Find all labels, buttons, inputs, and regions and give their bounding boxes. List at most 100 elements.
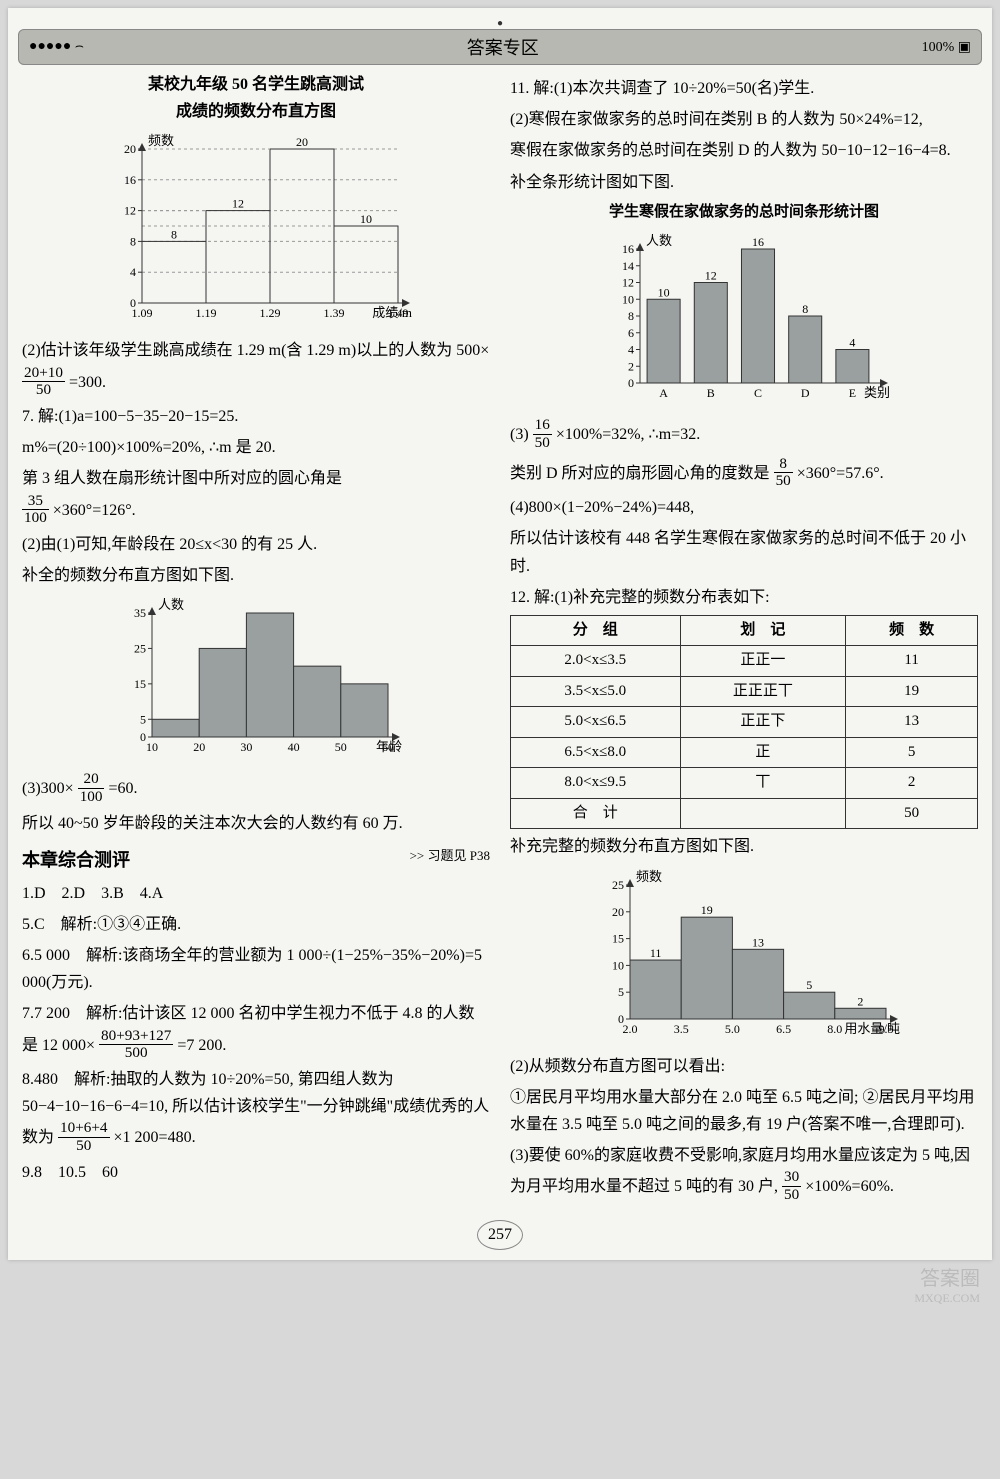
q11-g: (4)800×(1−20%−24%)=448, (510, 494, 978, 521)
svg-text:6.5: 6.5 (776, 1022, 791, 1036)
svg-text:16: 16 (124, 173, 136, 187)
a7: 7.7 200 解析:估计该区 12 000 名初中学生视力不低于 4.8 的人… (22, 1000, 490, 1062)
statusbar-title: 答案专区 (467, 34, 539, 60)
frequency-table: 分 组划 记频 数2.0<x≤3.5正正一113.5<x≤5.0正正正丅195.… (510, 615, 978, 830)
chart1-title: 某校九年级 50 名学生跳高测试 成绩的频数分布直方图 (22, 71, 490, 125)
right-column: 11. 解:(1)本次共调查了 10÷20%=50(名)学生. (2)寒假在家做… (510, 71, 978, 1208)
svg-text:8: 8 (802, 302, 808, 316)
svg-text:人数: 人数 (158, 597, 184, 612)
svg-text:8: 8 (628, 309, 634, 323)
q7-line-g: 所以 40~50 岁年龄段的关注本次大会的人数约有 60 万. (22, 810, 490, 837)
svg-text:16: 16 (622, 242, 634, 256)
svg-text:C: C (754, 386, 762, 400)
svg-text:4: 4 (130, 266, 136, 280)
svg-text:2.0: 2.0 (623, 1022, 638, 1036)
q12-d: ①居民月平均用水量大部分在 2.0 吨至 6.5 吨之间; ②居民月平均用水量在… (510, 1084, 978, 1138)
q11-e: (3) 1650 ×100%=32%, ∴m=32. (510, 417, 978, 451)
svg-text:16: 16 (752, 235, 764, 249)
section-heading: 本章综合测评 (22, 850, 130, 870)
q12-e: (3)要使 60%的家庭收费不受影响,家庭月均用水量应该定为 5 吨,因为月平均… (510, 1142, 978, 1204)
svg-text:2: 2 (857, 994, 863, 1008)
a8: 8.480 解析:抽取的人数为 10÷20%=50, 第四组人数为 50−4−1… (22, 1066, 490, 1155)
binding-dot: ● (18, 18, 982, 29)
svg-text:A: A (659, 386, 668, 400)
svg-text:12: 12 (705, 269, 717, 283)
chart1-histogram: 04812162081220101.091.191.291.391.49频数成绩… (96, 131, 416, 331)
a5: 5.C 解析:①③④正确. (22, 911, 490, 938)
svg-text:35: 35 (134, 606, 146, 620)
signal-icon: ●●●●● ⌢ (29, 39, 84, 55)
svg-text:B: B (707, 386, 715, 400)
q11-h: 所以估计该校有 448 名学生寒假在家做家务的总时间不低于 20 小时. (510, 525, 978, 579)
svg-text:10: 10 (146, 740, 158, 754)
q7-line-f: (3)300× 20100 =60. (22, 771, 490, 805)
svg-text:5: 5 (806, 978, 812, 992)
svg-text:40: 40 (288, 740, 300, 754)
svg-text:8: 8 (171, 228, 177, 242)
q11-c: 寒假在家做家务的总时间在类别 D 的人数为 50−10−12−16−4=8. (510, 137, 978, 164)
svg-text:10: 10 (612, 958, 624, 972)
svg-text:12: 12 (622, 276, 634, 290)
svg-text:11: 11 (650, 946, 662, 960)
svg-text:4: 4 (849, 336, 855, 350)
chart4-histogram: 0510152025111913522.03.55.06.58.09.5频数用水… (584, 867, 904, 1047)
page: ● ●●●●● ⌢ 答案专区 100% ▣ 某校九年级 50 名学生跳高测试 成… (8, 8, 992, 1260)
svg-text:20: 20 (124, 142, 136, 156)
q7-line-d: (2)由(1)可知,年龄段在 20≤x<30 的有 25 人. (22, 531, 490, 558)
svg-text:14: 14 (622, 259, 634, 273)
chart3-title: 学生寒假在家做家务的总时间条形统计图 (510, 200, 978, 226)
q11-f: 类别 D 所对应的扇形圆心角的度数是 850 ×360°=57.6°. (510, 456, 978, 490)
svg-text:3.5: 3.5 (674, 1022, 689, 1036)
q11-d: 补全条形统计图如下图. (510, 169, 978, 196)
chart2-histogram: 05152535102030405060人数年龄 (106, 595, 406, 765)
svg-text:1.29: 1.29 (260, 306, 281, 320)
svg-text:25: 25 (612, 878, 624, 892)
svg-text:2: 2 (628, 360, 634, 374)
svg-text:0: 0 (628, 376, 634, 390)
svg-text:50: 50 (335, 740, 347, 754)
q7-line-c: 第 3 组人数在扇形统计图中所对应的圆心角是 35100 ×360°=126°. (22, 465, 490, 527)
svg-text:20: 20 (193, 740, 205, 754)
svg-text:类别: 类别 (864, 385, 890, 400)
q12-c: (2)从频数分布直方图可以看出: (510, 1053, 978, 1080)
svg-text:12: 12 (124, 204, 136, 218)
svg-text:25: 25 (134, 642, 146, 656)
svg-text:5: 5 (140, 713, 146, 727)
svg-text:13: 13 (752, 935, 764, 949)
q11-b: (2)寒假在家做家务的总时间在类别 B 的人数为 50×24%=12, (510, 106, 978, 133)
svg-text:1.39: 1.39 (324, 306, 345, 320)
svg-text:用水量/吨: 用水量/吨 (844, 1021, 900, 1036)
q7-line-b: m%=(20÷100)×100%=20%, ∴m 是 20. (22, 434, 490, 461)
status-bar: ●●●●● ⌢ 答案专区 100% ▣ (18, 29, 982, 65)
q11-a: 11. 解:(1)本次共调查了 10÷20%=50(名)学生. (510, 75, 978, 102)
battery-indicator: 100% ▣ (922, 39, 971, 56)
svg-text:20: 20 (612, 904, 624, 918)
svg-text:年龄: 年龄 (376, 739, 402, 754)
svg-text:频数: 频数 (636, 869, 662, 884)
q2-text: (2)估计该年级学生跳高成绩在 1.29 m(含 1.29 m)以上的人数为 5… (22, 337, 490, 399)
svg-text:8: 8 (130, 235, 136, 249)
mcq-answers: 1.D 2.D 3.B 4.A (22, 880, 490, 907)
left-column: 某校九年级 50 名学生跳高测试 成绩的频数分布直方图 048121620812… (22, 71, 490, 1208)
section-ref: >> 习题见 P38 (410, 845, 490, 867)
svg-text:5.0: 5.0 (725, 1022, 740, 1036)
svg-text:12: 12 (232, 197, 244, 211)
chart3-bar: 024681012141610121684ABCDE人数类别 (594, 231, 894, 411)
svg-text:1.19: 1.19 (196, 306, 217, 320)
q12-a: 12. 解:(1)补充完整的频数分布表如下: (510, 584, 978, 611)
page-number: 257 (18, 1220, 982, 1250)
svg-text:6: 6 (628, 326, 634, 340)
svg-text:成绩/m: 成绩/m (372, 305, 412, 320)
svg-text:4: 4 (628, 343, 634, 357)
content-columns: 某校九年级 50 名学生跳高测试 成绩的频数分布直方图 0 4 8 12 16 20 8 12… (18, 65, 982, 1212)
svg-text:19: 19 (701, 903, 713, 917)
svg-text:15: 15 (134, 677, 146, 691)
a9: 9.8 10.5 60 (22, 1159, 490, 1186)
svg-text:频数: 频数 (148, 133, 174, 148)
q12-b: 补充完整的频数分布直方图如下图. (510, 833, 978, 860)
q7-line-a: 7. 解:(1)a=100−5−35−20−15=25. (22, 403, 490, 430)
svg-text:1.09: 1.09 (132, 306, 153, 320)
svg-text:30: 30 (240, 740, 252, 754)
svg-text:E: E (849, 386, 856, 400)
svg-text:10: 10 (622, 293, 634, 307)
